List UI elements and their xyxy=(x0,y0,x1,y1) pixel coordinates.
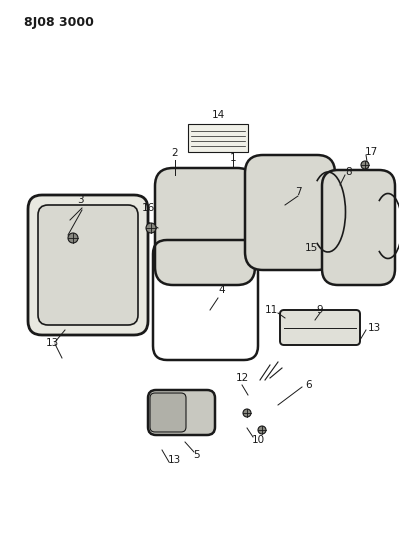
Text: 5: 5 xyxy=(193,450,200,460)
Text: 6: 6 xyxy=(305,380,312,390)
Circle shape xyxy=(243,409,251,417)
FancyBboxPatch shape xyxy=(155,168,255,285)
FancyBboxPatch shape xyxy=(245,155,335,270)
FancyBboxPatch shape xyxy=(38,205,138,325)
Circle shape xyxy=(361,161,369,169)
Text: 9: 9 xyxy=(317,305,323,315)
Text: 13: 13 xyxy=(368,323,381,333)
Circle shape xyxy=(68,233,78,243)
FancyBboxPatch shape xyxy=(150,393,186,432)
FancyBboxPatch shape xyxy=(148,390,215,435)
Text: 2: 2 xyxy=(172,148,178,158)
Bar xyxy=(188,124,248,152)
Text: 13: 13 xyxy=(168,455,181,465)
Text: 1: 1 xyxy=(230,153,236,163)
Text: 11: 11 xyxy=(265,305,278,315)
Text: 17: 17 xyxy=(365,147,378,157)
Text: 8J08 3000: 8J08 3000 xyxy=(24,16,94,29)
Text: 15: 15 xyxy=(305,243,318,253)
Text: 4: 4 xyxy=(218,285,225,295)
Text: 13: 13 xyxy=(45,338,59,348)
Circle shape xyxy=(146,223,156,233)
Text: 16: 16 xyxy=(141,203,155,213)
Circle shape xyxy=(258,426,266,434)
Text: 8: 8 xyxy=(345,167,352,177)
FancyBboxPatch shape xyxy=(28,195,148,335)
FancyBboxPatch shape xyxy=(322,170,395,285)
Text: 12: 12 xyxy=(235,373,249,383)
Text: 14: 14 xyxy=(211,110,225,120)
Text: 3: 3 xyxy=(77,195,83,205)
FancyBboxPatch shape xyxy=(280,310,360,345)
Text: 10: 10 xyxy=(251,435,265,445)
Text: 7: 7 xyxy=(295,187,302,197)
